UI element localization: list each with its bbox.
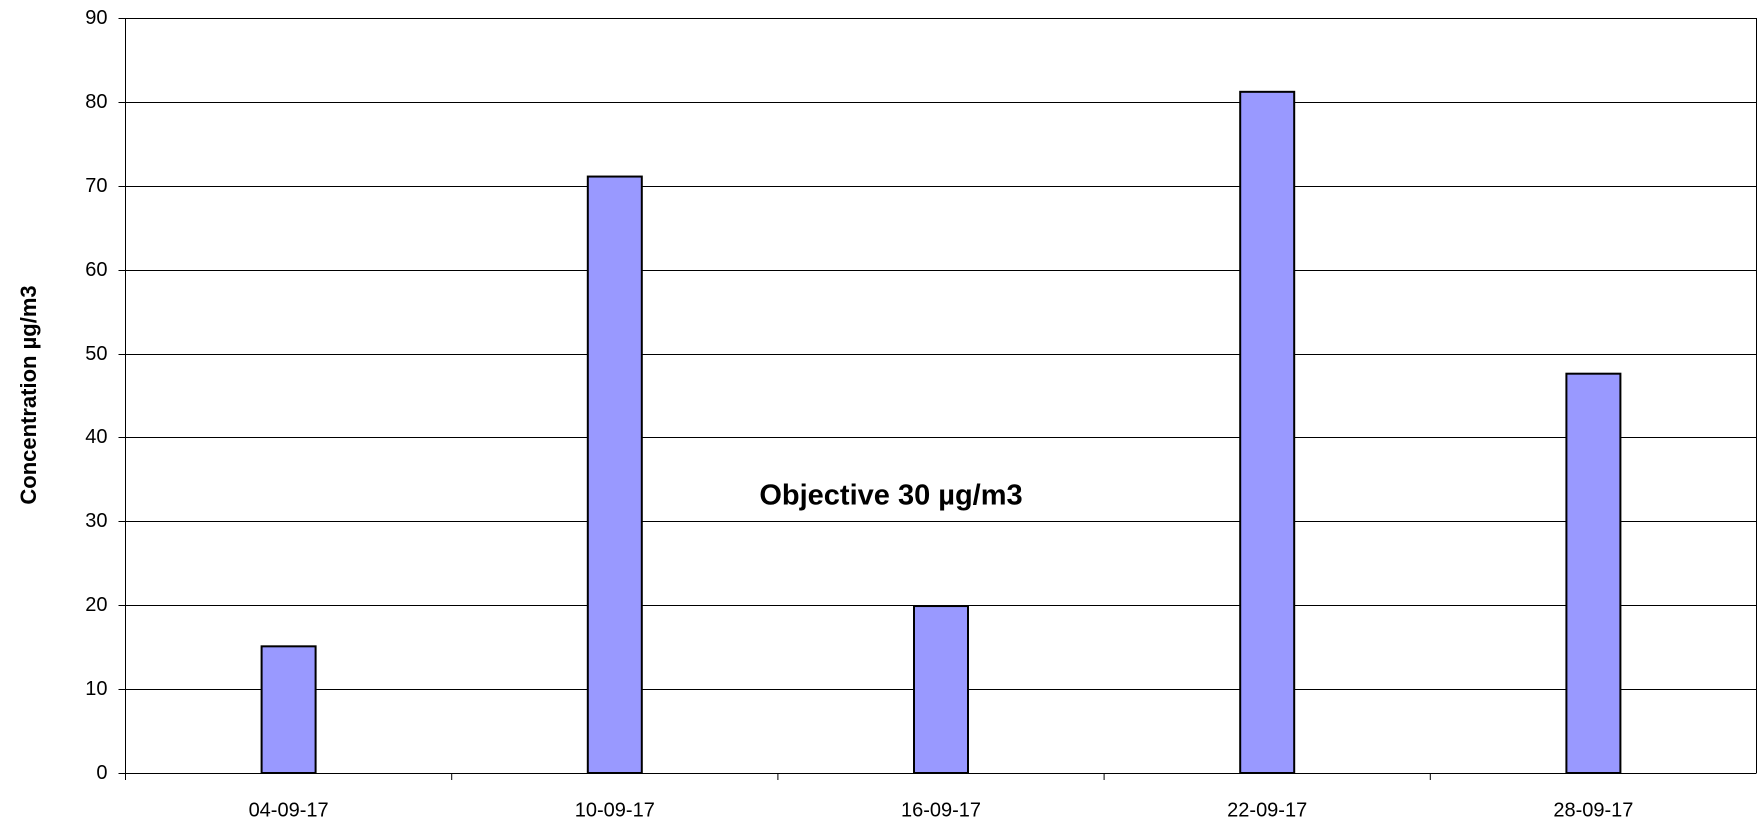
x-tick-label: 28-09-17: [1553, 799, 1633, 821]
x-tick-label: 16-09-17: [901, 799, 981, 821]
y-tick-label: 40: [85, 426, 107, 448]
y-tick-label: 30: [85, 510, 107, 532]
x-tick-label: 10-09-17: [575, 799, 655, 821]
bar: [586, 175, 643, 775]
y-tick-label: 20: [85, 594, 107, 616]
y-tick-label: 10: [85, 678, 107, 700]
x-tick-label: 22-09-17: [1227, 799, 1307, 821]
y-tick-label: 90: [85, 7, 107, 29]
annotation: Objective 30 µg/m3: [759, 480, 1022, 512]
bar: [1239, 90, 1296, 775]
bar: [260, 645, 317, 774]
y-tick-label: 50: [85, 343, 107, 365]
bar: [913, 605, 969, 774]
y-tick-label: 70: [85, 175, 107, 197]
y-tick-label: 0: [96, 762, 107, 784]
bar: [1565, 372, 1622, 774]
y-tick-label: 80: [85, 91, 107, 113]
x-tick-label: 04-09-17: [249, 799, 329, 821]
y-tick-label: 60: [85, 259, 107, 281]
y-axis-label: Concentration µg/m3: [16, 285, 41, 504]
